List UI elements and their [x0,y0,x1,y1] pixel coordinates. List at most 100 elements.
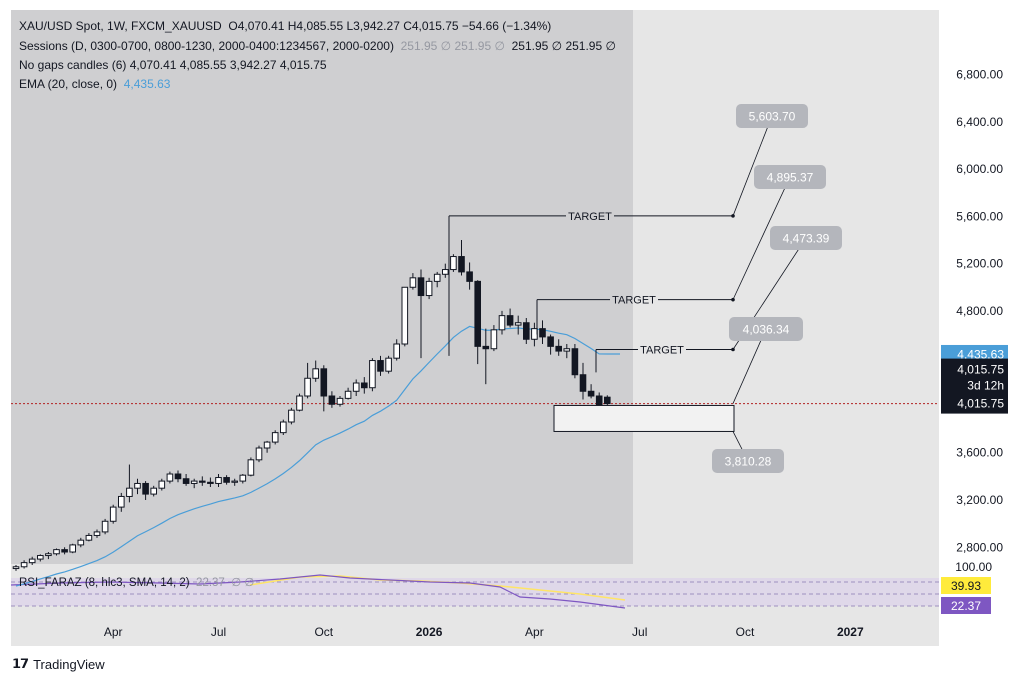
candle-body[interactable] [199,480,206,483]
legend-nogaps-row[interactable]: No gaps candles (6) 4,070.41 4,085.55 3,… [19,58,327,72]
legend-ema-row[interactable]: EMA (20, close, 0) 4,435.63 [19,77,170,91]
candle-body[interactable] [190,480,198,484]
brand-footer[interactable]: 𝟭𝟳 TradingView [12,656,105,672]
candle-body[interactable] [288,409,295,423]
candle-body[interactable] [150,487,157,495]
candle-body[interactable] [61,549,68,553]
candle-body[interactable] [142,482,149,495]
candle-body[interactable] [174,473,182,480]
candle-body[interactable] [595,395,603,406]
candle-body[interactable] [320,368,328,397]
value-tag[interactable] [754,165,826,189]
candle-body[interactable] [523,322,530,340]
annotation-layer[interactable]: TARGET TARGET TARGET 5,603.70 4,895.37 4,473.… [448,104,842,473]
candle-body[interactable] [280,421,287,434]
candle-body[interactable] [93,531,101,536]
candle-body[interactable] [433,273,441,282]
candle-body[interactable] [37,555,44,560]
candle-body[interactable] [498,315,506,331]
candle-body[interactable] [239,474,247,482]
candle-body[interactable] [361,382,368,389]
rsi-value: 22.37 [951,599,981,613]
candle-body[interactable] [539,328,546,338]
candle-body[interactable] [271,432,279,443]
current-price-tag[interactable] [941,358,1008,414]
candle-body[interactable] [126,487,133,497]
legend-nogaps[interactable]: No gaps candles (6) 4,070.41 4,085.55 3,… [19,58,327,72]
candle-body[interactable] [255,447,263,461]
value-tag[interactable] [729,317,803,341]
axis-layer[interactable]: 6,800.00 6,400.00 6,000.00 5,600.00 5,200.00… [104,68,1008,639]
candle-body[interactable] [344,390,352,399]
candle-body[interactable] [312,368,319,379]
support-zone-box[interactable] [553,404,735,432]
candle-body[interactable] [45,553,52,557]
candle-body[interactable] [466,271,473,282]
candle-body[interactable] [385,357,392,372]
value-tag[interactable] [736,104,808,128]
candle-body[interactable] [207,481,214,484]
candle-body[interactable] [474,280,481,347]
candle-body[interactable] [571,348,579,376]
candle-body[interactable] [587,390,595,397]
candle-body[interactable] [263,441,271,449]
candle-body[interactable] [579,374,587,392]
candle-body[interactable] [377,360,384,372]
candle-body[interactable] [604,396,611,405]
candle-body[interactable] [77,539,85,546]
candle-body[interactable] [109,506,117,522]
value-tag[interactable] [770,226,842,250]
candle-body[interactable] [166,473,174,482]
candle-body[interactable] [401,286,409,345]
legend-sessions-label[interactable]: Sessions (D, 0300-0700, 0800-1230, 2000-… [19,39,394,53]
candle-body[interactable] [215,477,222,484]
legend-ema-label[interactable]: EMA (20, close, 0) [19,77,118,91]
candle-body[interactable] [336,397,344,405]
ema-price-tag[interactable] [941,344,1008,363]
candle-body[interactable] [85,534,93,541]
rsi-legend-name[interactable]: RSI_FARAZ (8, hlc3, SMA, 14, 2) [19,577,190,589]
candle-body[interactable] [482,345,490,350]
candle-body[interactable] [158,480,166,489]
candle-body[interactable] [182,478,190,484]
candle-body[interactable] [118,495,125,508]
candle-body[interactable] [393,343,400,359]
candle-body[interactable] [12,566,20,570]
candle-body[interactable] [69,544,77,553]
candle-body[interactable] [458,256,465,273]
candle-body[interactable] [547,336,554,347]
candle-body[interactable] [409,277,417,288]
candle-body[interactable] [563,348,571,352]
candle-body[interactable] [490,329,498,350]
candle-body[interactable] [425,280,433,297]
candle-body[interactable] [304,377,311,397]
candle-body[interactable] [296,395,303,411]
candle-body[interactable] [450,256,457,271]
candle-body[interactable] [223,477,230,483]
candle-body[interactable] [231,480,238,483]
candle-body[interactable] [352,382,360,392]
candle-body[interactable] [20,562,28,568]
value-tag[interactable] [712,449,784,473]
candle-body[interactable] [328,395,336,405]
candle-body[interactable] [28,558,36,564]
candle-body[interactable] [134,482,141,489]
candle-body[interactable] [514,322,522,326]
candle-body[interactable] [442,269,449,275]
legend-symbol[interactable]: XAU/USD Spot, 1W, FXCM_XAUUSD [19,19,222,33]
candle-body[interactable] [53,549,60,555]
candle-body[interactable] [555,345,563,352]
rsi-legend[interactable]: RSI_FARAZ (8, hlc3, SMA, 14, 2) 22.37 ∅ … [19,575,254,589]
legend-symbol-row[interactable]: XAU/USD Spot, 1W, FXCM_XAUUSD O4,070.41 … [19,19,551,33]
candle-body[interactable] [506,315,514,326]
legend-sessions-row[interactable]: Sessions (D, 0300-0700, 0800-1230, 2000-… [19,39,616,53]
rsi-value-tag[interactable] [941,597,991,614]
candle-body[interactable] [369,360,376,389]
rsi-signal-tag[interactable] [941,577,991,594]
candle-body[interactable] [247,459,255,476]
candle-body[interactable] [101,520,109,533]
candle-layer[interactable] [12,240,611,571]
candle-body[interactable] [531,328,538,340]
candle-body[interactable] [417,277,425,297]
